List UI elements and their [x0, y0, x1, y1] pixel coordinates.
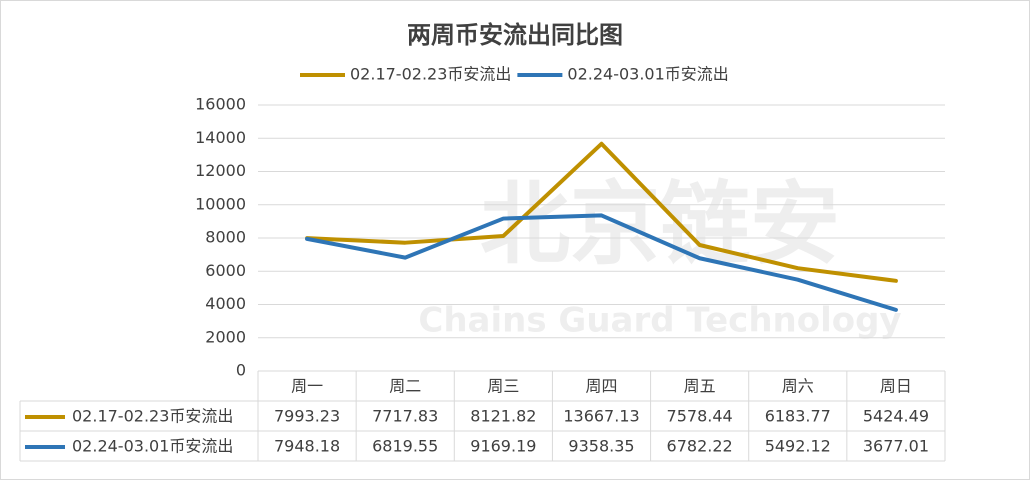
chart-title: 两周币安流出同比图: [407, 21, 623, 49]
table-series-label: 02.24-03.01币安流出: [72, 437, 233, 456]
table-value: 5424.49: [863, 407, 929, 426]
x-tick-label: 周一: [291, 377, 323, 396]
table-value: 6782.22: [667, 437, 733, 456]
y-tick-label: 12000: [195, 161, 246, 180]
x-tick-label: 周四: [585, 377, 617, 396]
watermark: 北京链安: [480, 172, 840, 277]
table-series-label: 02.17-02.23币安流出: [72, 407, 233, 426]
y-tick-label: 6000: [205, 261, 246, 280]
table-value: 5492.12: [765, 437, 831, 456]
watermark-subtitle: Chains Guard Technology: [418, 301, 901, 341]
table-value: 6183.77: [765, 407, 831, 426]
y-tick-label: 2000: [205, 327, 246, 346]
table-value: 9169.19: [470, 437, 536, 456]
x-tick-label: 周六: [782, 377, 814, 396]
y-tick-label: 0: [236, 361, 246, 380]
x-tick-label: 周三: [487, 377, 519, 396]
y-tick-label: 16000: [195, 95, 246, 114]
chart-border: [0, 0, 1030, 480]
table-value: 3677.01: [863, 437, 929, 456]
series-line: [305, 213, 898, 312]
y-tick-label: 10000: [195, 194, 246, 213]
table-value: 8121.82: [470, 407, 536, 426]
legend-label: 02.17-02.23币安流出: [350, 65, 511, 84]
x-tick-label: 周五: [684, 377, 716, 396]
y-tick-label: 4000: [205, 294, 246, 313]
table-value: 7993.23: [274, 407, 340, 426]
table-value: 6819.55: [372, 437, 438, 456]
table-value: 7578.44: [667, 407, 733, 426]
table-value: 7948.18: [274, 437, 340, 456]
series-line: [305, 141, 898, 283]
table-value: 9358.35: [568, 437, 634, 456]
y-tick-label: 8000: [205, 228, 246, 247]
table-value: 7717.83: [372, 407, 438, 426]
y-tick-label: 14000: [195, 128, 246, 147]
legend-label: 02.24-03.01币安流出: [567, 65, 728, 84]
x-tick-label: 周日: [880, 377, 912, 396]
x-tick-label: 周二: [389, 377, 421, 396]
table-value: 13667.13: [563, 407, 639, 426]
